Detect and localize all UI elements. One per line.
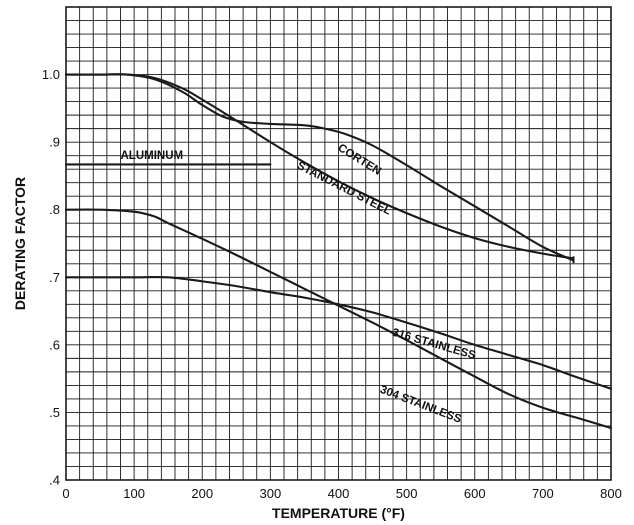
x-tick-label: 800 — [600, 486, 622, 501]
series-line-316-stainless — [64, 275, 613, 390]
y-axis-title: DERATING FACTOR — [12, 177, 28, 310]
y-tick-label: .6 — [49, 337, 60, 352]
y-tick-labels: .4 .5 .6 .7 .8 .9 1.0 — [42, 67, 60, 487]
x-tick-label: 400 — [328, 486, 350, 501]
x-tick-label: 300 — [260, 486, 282, 501]
plot-frame — [65, 6, 612, 481]
y-tick-label: .4 — [49, 473, 60, 488]
series-line-corten — [64, 73, 575, 262]
y-tick-label: .5 — [49, 405, 60, 420]
x-tick-label: 700 — [532, 486, 554, 501]
x-tick-label: 200 — [191, 486, 213, 501]
y-tick-label: .9 — [49, 135, 60, 150]
series-lines — [64, 73, 613, 430]
y-tick-label: .8 — [49, 202, 60, 217]
x-tick-label: 0 — [62, 486, 69, 501]
y-tick-label: .7 — [49, 270, 60, 285]
x-tick-label: 100 — [123, 486, 145, 501]
x-axis-title: TEMPERATURE (°F) — [272, 505, 405, 521]
y-tick-label: 1.0 — [42, 67, 60, 82]
gridlines — [65, 6, 612, 481]
series-line-304-stainless — [64, 208, 613, 430]
x-tick-label: 600 — [464, 486, 486, 501]
series-line-standard-steel — [64, 73, 575, 260]
x-tick-labels: 0 100 200 300 400 500 600 700 800 — [62, 486, 621, 501]
x-tick-label: 500 — [396, 486, 418, 501]
curve-label-aluminum: ALUMINUM — [121, 150, 184, 162]
